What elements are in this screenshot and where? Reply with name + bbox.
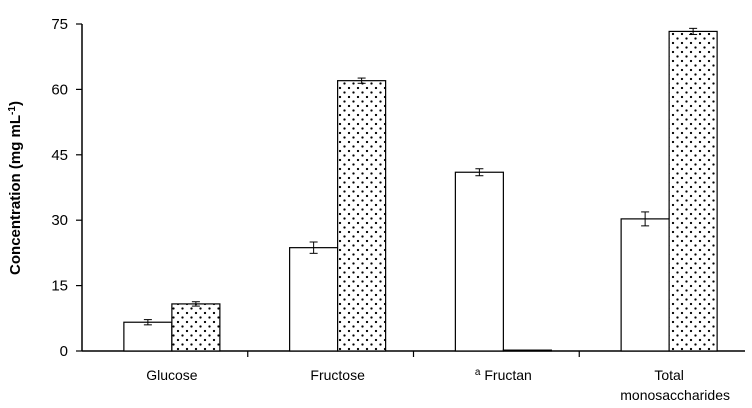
- category-label-text: Fructan: [484, 367, 531, 383]
- y-axis-label: Concentration (mg mL-1): [7, 101, 25, 275]
- y-tick-label: 15: [51, 278, 68, 295]
- bar-dotted-3: [668, 30, 718, 352]
- y-tick-label: 0: [60, 343, 68, 360]
- category-label-sup: a: [475, 367, 481, 378]
- category-label-2: a Fructan: [475, 367, 532, 384]
- bars: [123, 27, 718, 352]
- y-tick-label: 30: [51, 212, 68, 229]
- labels: 0 15 30 45 60 75 Concentration (mg mL-1) Glucos…: [7, 16, 730, 403]
- category-label-1: Fructose: [310, 367, 365, 383]
- category-label-text: Glucose: [146, 367, 198, 383]
- category-label-3: Total: [654, 367, 684, 383]
- bar-open-2: [454, 171, 504, 352]
- y-axis-label-sup: -1: [7, 106, 18, 115]
- category-label-line2-3: monosaccharides: [620, 387, 730, 403]
- bar-dotted-0: [171, 303, 221, 352]
- bar-open-3: [620, 218, 670, 352]
- category-label-0: Glucose: [146, 367, 198, 383]
- bar-open-0: [123, 321, 173, 352]
- y-axis-label-close: ): [7, 101, 24, 106]
- y-tick-label: 60: [51, 81, 68, 98]
- y-tick-label: 45: [51, 147, 68, 164]
- bar-dotted-2: [502, 349, 552, 352]
- bar-open-1: [289, 247, 339, 352]
- y-tick-label: 75: [51, 16, 68, 33]
- y-axis-label-main: Concentration (mg mL: [7, 115, 24, 275]
- category-label-text: Fructose: [310, 367, 365, 383]
- bar-dotted-1: [337, 80, 387, 352]
- category-label-text: Total: [654, 367, 684, 383]
